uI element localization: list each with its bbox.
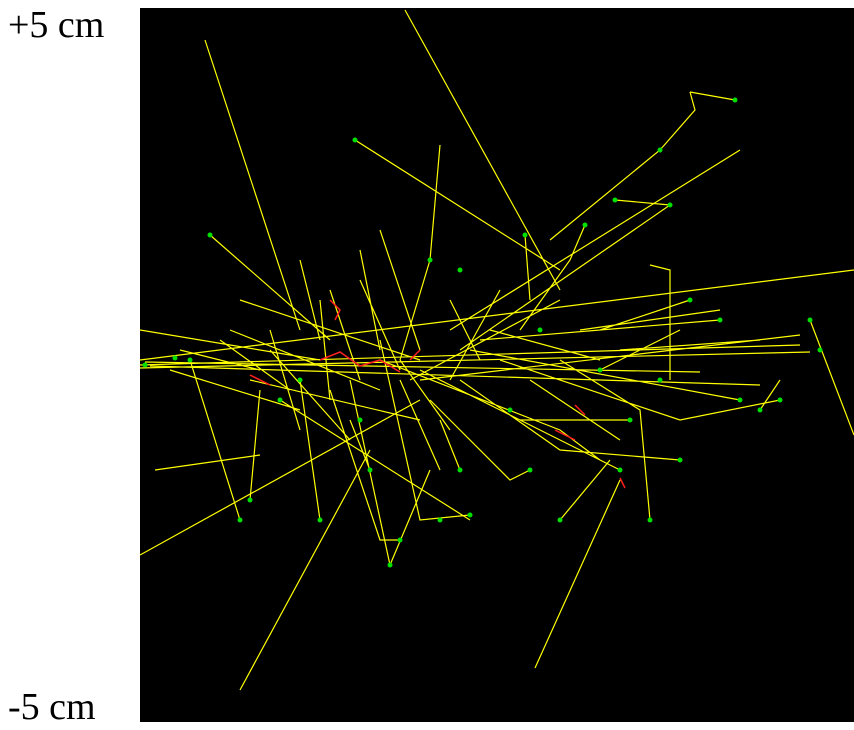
bottom-scale-label: -5 cm: [8, 688, 96, 726]
track-display: [140, 8, 854, 722]
top-scale-label: +5 cm: [8, 6, 104, 44]
page: {"labels": {"top": "+5 cm", "bottom": "-…: [0, 0, 854, 730]
